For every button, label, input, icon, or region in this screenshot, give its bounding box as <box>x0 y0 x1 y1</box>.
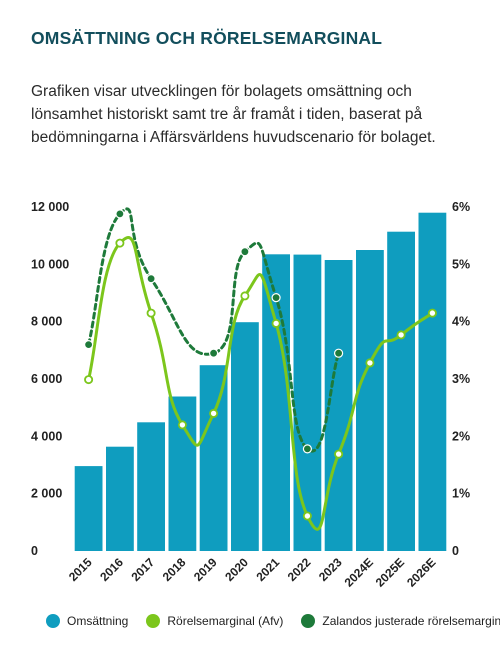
bar-2016 <box>106 446 134 551</box>
right-tick-label: 3% <box>452 372 470 386</box>
operating-margin-point-2022 <box>302 511 312 521</box>
legend-item-rorelsemarginal: Rörelsemarginal (Afv) <box>146 614 283 628</box>
bar-group <box>74 212 447 552</box>
legend-label-rorelsemarginal: Rörelsemarginal (Afv) <box>167 614 284 628</box>
right-tick-label: 5% <box>452 257 470 271</box>
chart-description: Grafiken visar utvecklingen för bolagets… <box>31 83 436 146</box>
bar-2024E <box>356 250 384 551</box>
legend-label-justerad: Zalandos justerade rörelsemarginal <box>322 614 500 628</box>
operating-margin-line <box>87 236 434 531</box>
adjusted-margin-point-2017 <box>146 274 156 284</box>
operating-margin-point-2018 <box>177 420 187 430</box>
bar-2025E <box>387 231 415 551</box>
operating-margin-point-2017 <box>146 308 156 318</box>
legend-swatch-rorelsemarginal <box>146 614 161 628</box>
left-tick-label: 8 000 <box>31 315 62 329</box>
adjusted-margin-point-2021 <box>271 293 281 303</box>
bar-2019 <box>199 365 228 551</box>
left-tick-label: 6 000 <box>31 372 62 386</box>
bar-2021 <box>262 254 290 552</box>
x-tick-label: 2020 <box>222 555 251 584</box>
chart-title: OMSÄTTNING OCH RÖRELSEMARGINAL <box>31 28 383 48</box>
x-tick-label: 2022 <box>285 555 314 584</box>
left-tick-label: 0 <box>31 544 38 558</box>
legend-swatch-justerad <box>301 614 316 628</box>
x-tick-label: 2019 <box>191 555 220 584</box>
bar-2017 <box>137 422 165 551</box>
x-tick-label: 2025E <box>373 555 407 589</box>
legend-item-omsattning: Omsättning <box>46 614 128 628</box>
left-tick-label: 12 000 <box>31 200 69 214</box>
bar-2018 <box>168 396 197 551</box>
legend-label-omsattning: Omsättning <box>67 614 129 628</box>
bar-2023 <box>324 260 353 551</box>
left-tick-label: 10 000 <box>31 257 69 271</box>
left-tick-label: 4 000 <box>31 429 62 443</box>
legend-item-justerad: Zalandos justerade rörelsemarginal <box>301 614 500 628</box>
x-tick-label: 2016 <box>97 555 126 584</box>
x-tick-label: 2015 <box>66 555 95 584</box>
right-tick-label: 2% <box>452 429 470 443</box>
bar-2020 <box>231 322 259 551</box>
adjusted-margin-line <box>87 207 341 453</box>
operating-margin-point-2026E <box>427 308 437 318</box>
adjusted-margin-point-2023 <box>334 348 344 358</box>
x-tick-label: 2017 <box>128 555 157 584</box>
adjusted-margin-point-2022 <box>302 444 312 454</box>
adjusted-margin-point-2020 <box>240 247 250 257</box>
marker-group <box>83 209 437 521</box>
operating-margin-point-2020 <box>240 291 250 301</box>
right-tick-label: 1% <box>452 487 470 501</box>
right-axis: 0 1% 2% 3% 4% 5% 6% <box>452 200 470 558</box>
adjusted-margin-point-2019 <box>209 348 219 358</box>
x-tick-label: 2018 <box>160 555 189 584</box>
operating-margin-point-2015 <box>84 375 94 385</box>
x-tick-label: 2026E <box>404 555 438 589</box>
adjusted-margin-point-2015 <box>83 340 94 350</box>
legend-swatch-omsattning <box>46 614 60 628</box>
bar-2022 <box>293 254 322 551</box>
operating-margin-point-2019 <box>209 408 219 418</box>
left-axis: 0 2 000 4 000 6 000 8 000 10 000 12 000 <box>31 200 69 558</box>
right-tick-label: 6% <box>452 200 470 214</box>
right-tick-label: 4% <box>452 315 470 329</box>
operating-margin-point-2024E <box>365 358 375 368</box>
bar-2015 <box>74 466 103 551</box>
operating-margin-point-2023 <box>334 449 344 459</box>
x-tick-label: 2024E <box>342 555 376 589</box>
bar-2026E <box>418 212 447 551</box>
left-tick-label: 2 000 <box>31 487 62 501</box>
line-group <box>87 207 434 531</box>
adjusted-margin-point-2016 <box>115 209 125 219</box>
legend: Omsättning Rörelsemarginal (Afv) Zalando… <box>46 614 500 628</box>
operating-margin-point-2016 <box>115 238 125 248</box>
x-axis: 2015 2016 2017 2018 2019 2020 2021 2022 20232024… <box>66 555 439 590</box>
x-tick-label: 2021 <box>253 555 282 584</box>
operating-margin-point-2025E <box>396 330 406 340</box>
operating-margin-point-2021 <box>271 318 281 328</box>
right-tick-label: 0 <box>452 544 459 558</box>
